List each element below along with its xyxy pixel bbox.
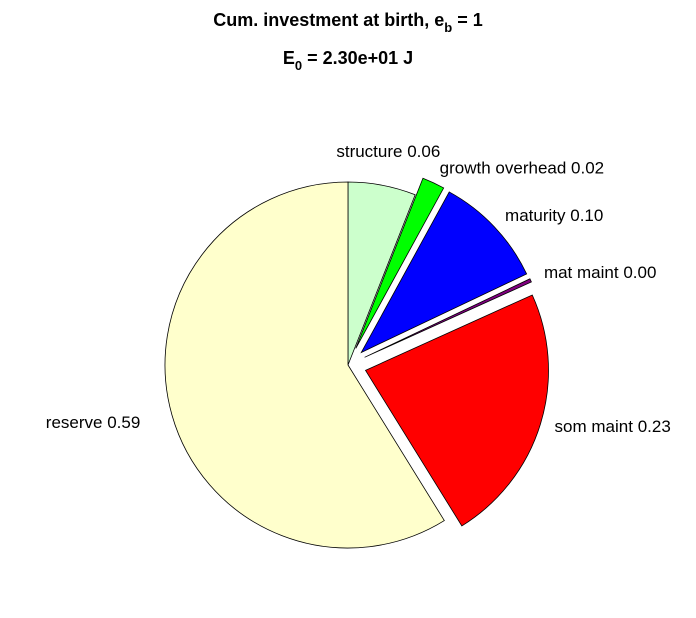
slice-label-name: som maint (555, 417, 634, 436)
pie-slice (164, 181, 445, 549)
subtitle-subscript: 0 (295, 58, 302, 73)
slice-label-value: 0.10 (570, 206, 603, 225)
slice-label-value: 0.59 (107, 414, 140, 433)
pie-slice (355, 177, 445, 349)
title-tail: = 1 (452, 10, 483, 30)
subtitle-text: E (283, 48, 295, 68)
slice-label-value: 0.00 (623, 264, 656, 283)
slice-label-value: 0.06 (407, 142, 440, 161)
subtitle-tail: = 2.30e+01 J (302, 48, 413, 68)
slice-label-name: growth overhead (440, 159, 567, 178)
slice-label: mat maint 0.00 (544, 264, 656, 283)
pie-slice (364, 278, 532, 358)
slice-label: som maint 0.23 (555, 417, 671, 436)
chart-subtitle: E0 = 2.30e+01 J (283, 48, 413, 73)
chart-title: Cum. investment at birth, eb = 1 (213, 10, 483, 35)
slice-label-name: structure (336, 142, 402, 161)
slice-label: maturity 0.10 (505, 206, 603, 225)
slice-label: structure 0.06 (336, 142, 440, 161)
title-subscript: b (444, 20, 452, 35)
slice-label-value: 0.23 (638, 417, 671, 436)
title-text: Cum. investment at birth, e (213, 10, 444, 30)
slice-label-name: mat maint (544, 264, 619, 283)
slice-label-name: maturity (505, 206, 566, 225)
slice-label-value: 0.02 (571, 159, 604, 178)
slice-label: reserve 0.59 (46, 414, 141, 433)
slice-label-name: reserve (46, 414, 103, 433)
pie-slice (360, 191, 528, 354)
pie-slice (364, 294, 549, 527)
slice-label: growth overhead 0.02 (440, 159, 604, 178)
